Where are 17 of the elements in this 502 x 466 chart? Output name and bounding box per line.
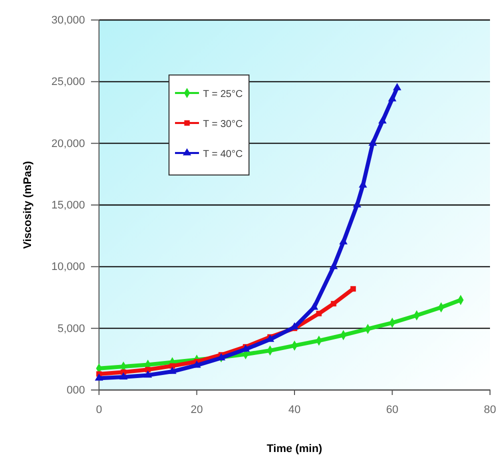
y-tick-label: 15,000 xyxy=(51,200,85,212)
x-tick-label: 40 xyxy=(288,404,301,416)
y-tick-label: 30,000 xyxy=(51,14,85,27)
y-tick-label: 5,000 xyxy=(57,322,85,335)
x-tick-label: 60 xyxy=(386,404,398,416)
x-tick-label: 0 xyxy=(96,404,102,416)
y-tick-label: 10,000 xyxy=(51,261,85,274)
x-tick-label: 20 xyxy=(190,404,203,416)
y-tick-label: 20,000 xyxy=(51,138,85,150)
legend-label: T = 40°C xyxy=(203,149,243,160)
y-axis-title: Viscosity (mPas) xyxy=(22,160,34,249)
legend-label: T = 25°C xyxy=(203,89,243,100)
y-tick-label: 25,000 xyxy=(51,76,85,88)
legend-label: T = 30°C xyxy=(203,119,243,130)
x-axis-title: Time (min) xyxy=(266,443,323,455)
y-tick-label: 000 xyxy=(66,384,85,397)
x-tick-label: 80 xyxy=(484,404,496,416)
